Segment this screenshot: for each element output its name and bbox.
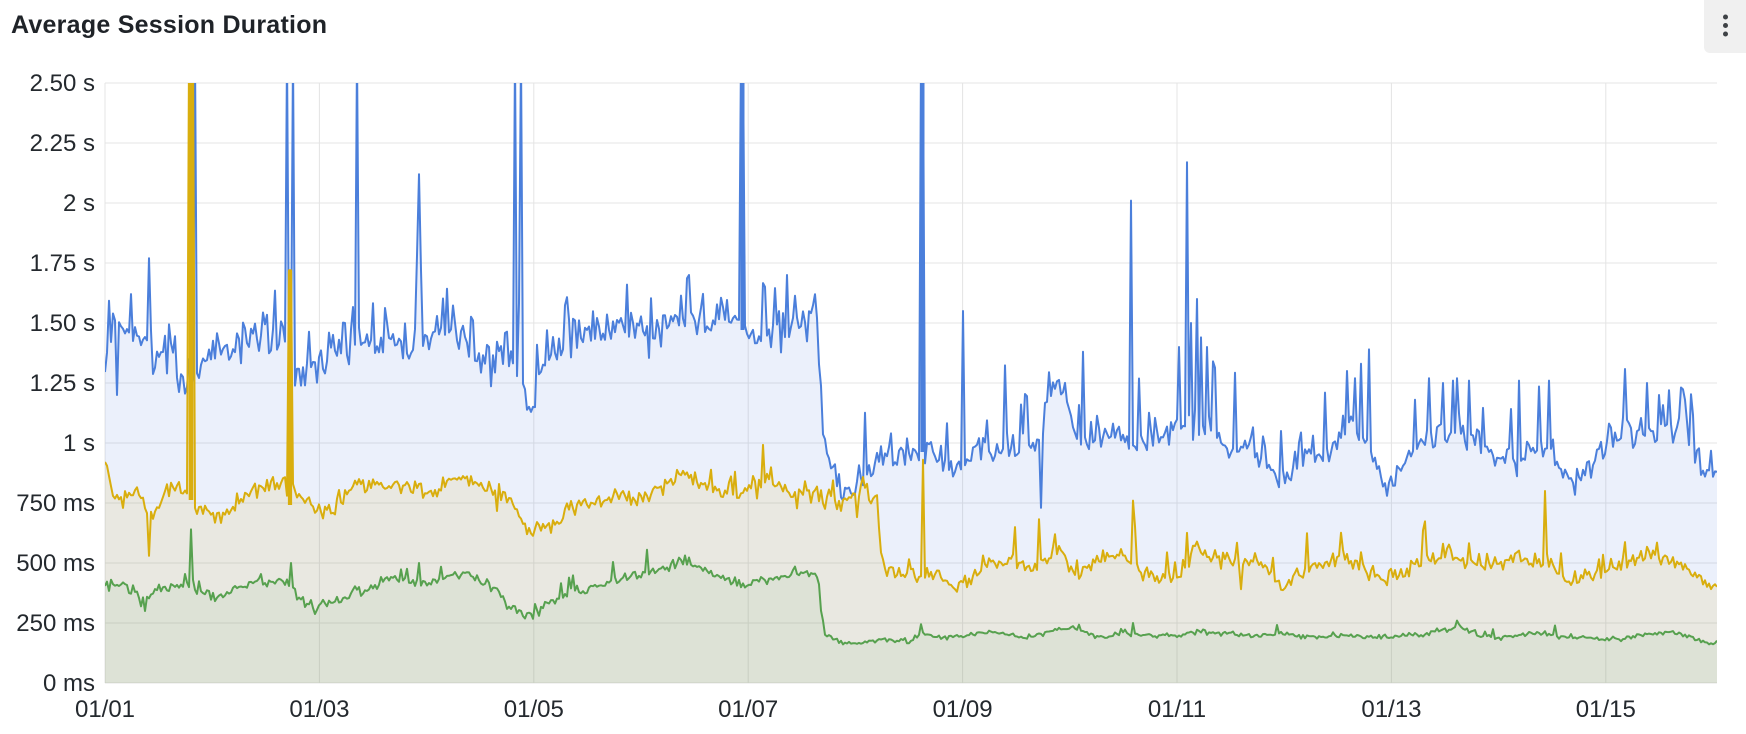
svg-text:1.25 s: 1.25 s [30,370,95,397]
svg-text:01/01: 01/01 [75,696,135,723]
svg-text:750 ms: 750 ms [16,490,95,517]
svg-text:01/07: 01/07 [718,696,778,723]
svg-text:1 s: 1 s [63,430,95,457]
svg-text:01/15: 01/15 [1576,696,1636,723]
svg-text:0 ms: 0 ms [43,670,95,697]
svg-text:2 s: 2 s [63,190,95,217]
svg-text:1.75 s: 1.75 s [30,250,95,277]
svg-text:01/09: 01/09 [933,696,993,723]
svg-text:1.50 s: 1.50 s [30,310,95,337]
svg-text:01/03: 01/03 [289,696,349,723]
svg-text:01/13: 01/13 [1361,696,1421,723]
svg-text:Average Session Duration: Average Session Duration [11,11,327,39]
svg-text:500 ms: 500 ms [16,550,95,577]
svg-text:2.50 s: 2.50 s [30,70,95,97]
svg-text:01/11: 01/11 [1148,696,1206,723]
svg-text:250 ms: 250 ms [16,610,95,637]
svg-text:01/05: 01/05 [504,696,564,723]
svg-text:2.25 s: 2.25 s [30,130,95,157]
